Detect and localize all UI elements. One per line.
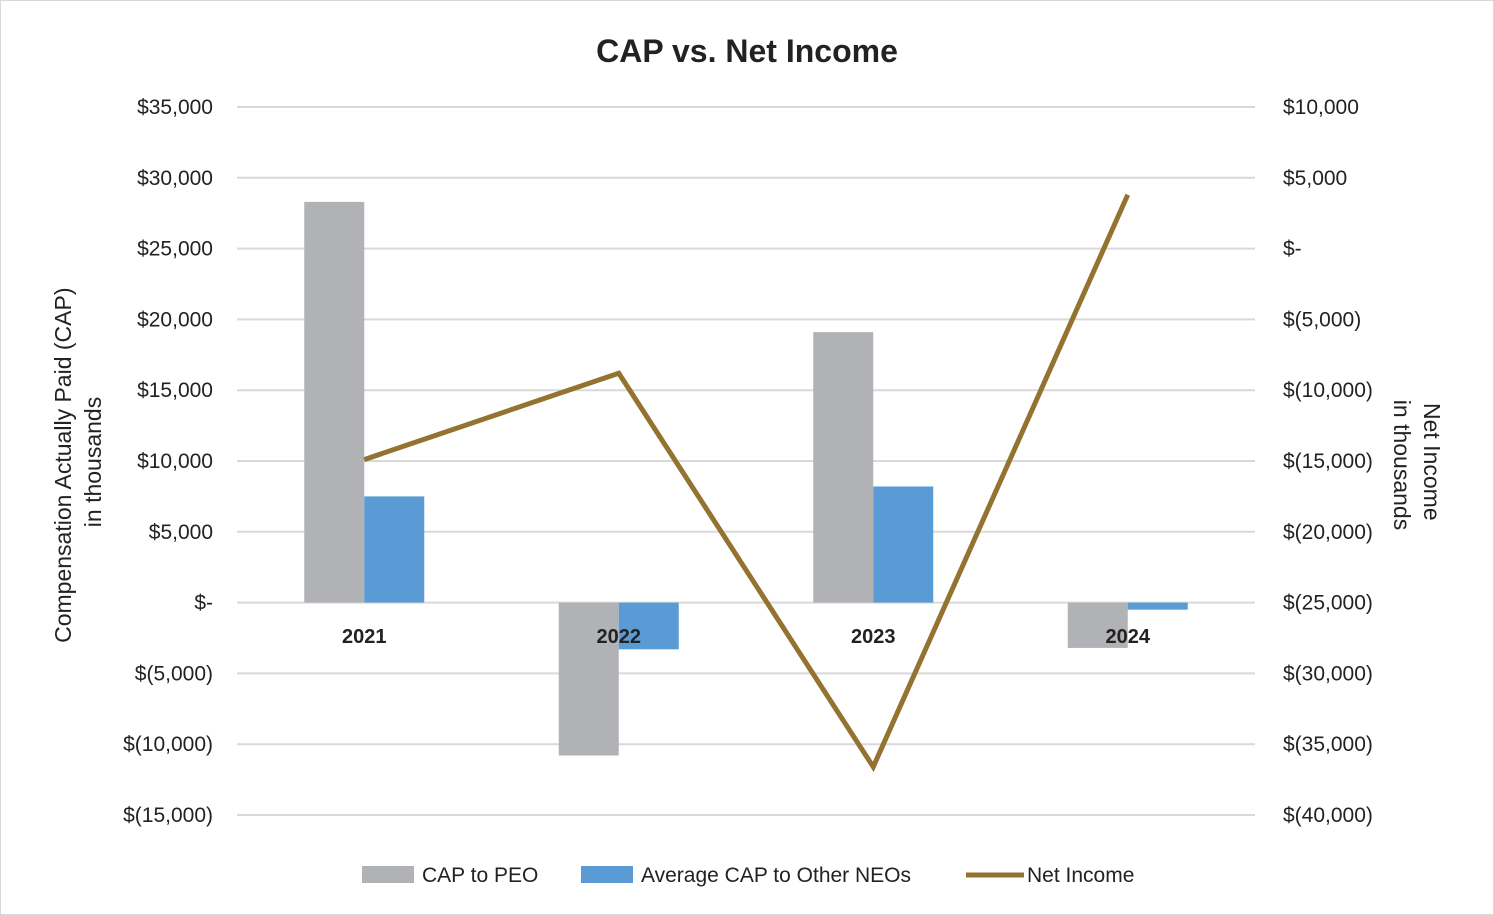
net-income-line-group bbox=[363, 193, 1131, 773]
net-income-line bbox=[363, 193, 1131, 773]
category-label-2024: 2024 bbox=[1106, 626, 1151, 648]
right-tick-label: $(15,000) bbox=[1283, 450, 1373, 473]
left-tick-label: $(15,000) bbox=[123, 804, 213, 827]
left-axis-title-line-1: Compensation Actually Paid (CAP) bbox=[50, 288, 76, 643]
right-tick-label: $- bbox=[1283, 238, 1302, 261]
right-axis-title: Net Income in thousands bbox=[1389, 400, 1445, 530]
left-tick-label: $35,000 bbox=[137, 96, 213, 119]
bar-average-cap-to-other-neos-2023 bbox=[873, 486, 934, 603]
category-labels: 2021 2022 2023 2024 bbox=[342, 626, 1151, 648]
bar-average-cap-to-other-neos-2024 bbox=[1127, 602, 1188, 610]
right-tick-label: $(20,000) bbox=[1283, 521, 1373, 544]
right-tick-label: $(35,000) bbox=[1283, 733, 1373, 756]
legend-swatch-cap-to-peo bbox=[362, 866, 414, 883]
legend-label-average-cap: Average CAP to Other NEOs bbox=[641, 864, 911, 887]
bar-cap-to-peo-2024 bbox=[1067, 602, 1128, 648]
right-tick-label: $(5,000) bbox=[1283, 308, 1361, 331]
right-axis-title-line-2: in thousands bbox=[1389, 400, 1415, 530]
category-label-2023: 2023 bbox=[851, 626, 896, 648]
right-tick-label: $(25,000) bbox=[1283, 592, 1373, 615]
legend-label-cap-to-peo: CAP to PEO bbox=[422, 864, 538, 887]
legend: CAP to PEO Average CAP to Other NEOs Net… bbox=[362, 864, 1134, 887]
legend-swatch-average-cap bbox=[581, 866, 633, 883]
right-tick-label: $5,000 bbox=[1283, 167, 1347, 190]
bar-average-cap-to-other-neos-2022 bbox=[618, 602, 679, 650]
legend-label-net-income: Net Income bbox=[1027, 864, 1134, 887]
bar-cap-to-peo-2023 bbox=[813, 332, 874, 603]
left-tick-label: $(10,000) bbox=[123, 733, 213, 756]
left-tick-label: $25,000 bbox=[137, 238, 213, 261]
right-axis-ticks: $10,000 $5,000 $- $(5,000) $(10,000) $(15,000… bbox=[1283, 96, 1373, 827]
left-tick-label: $15,000 bbox=[137, 379, 213, 402]
left-tick-label: $- bbox=[194, 592, 213, 615]
right-tick-label: $(10,000) bbox=[1283, 379, 1373, 402]
category-label-2022: 2022 bbox=[597, 626, 642, 648]
left-axis-ticks: $35,000 $30,000 $25,000 $20,000 $15,000 $10,0… bbox=[123, 96, 213, 827]
left-tick-label: $5,000 bbox=[149, 521, 213, 544]
right-axis-title-line-1: Net Income bbox=[1419, 403, 1445, 521]
gridlines bbox=[237, 106, 1255, 816]
right-tick-label: $(30,000) bbox=[1283, 662, 1373, 685]
bar-average-cap-to-other-neos-2021 bbox=[364, 496, 425, 603]
left-tick-label: $(5,000) bbox=[135, 662, 213, 685]
bars bbox=[304, 201, 1188, 756]
category-label-2021: 2021 bbox=[342, 626, 387, 648]
left-tick-label: $20,000 bbox=[137, 308, 213, 331]
left-tick-label: $30,000 bbox=[137, 167, 213, 190]
chart-title: CAP vs. Net Income bbox=[596, 33, 898, 69]
bar-cap-to-peo-2022 bbox=[558, 602, 619, 756]
bar-cap-to-peo-2021 bbox=[304, 201, 365, 603]
right-tick-label: $10,000 bbox=[1283, 96, 1359, 119]
right-tick-label: $(40,000) bbox=[1283, 804, 1373, 827]
left-axis-title-line-2: in thousands bbox=[80, 397, 106, 527]
left-axis-title: Compensation Actually Paid (CAP) in thou… bbox=[50, 281, 106, 643]
left-tick-label: $10,000 bbox=[137, 450, 213, 473]
